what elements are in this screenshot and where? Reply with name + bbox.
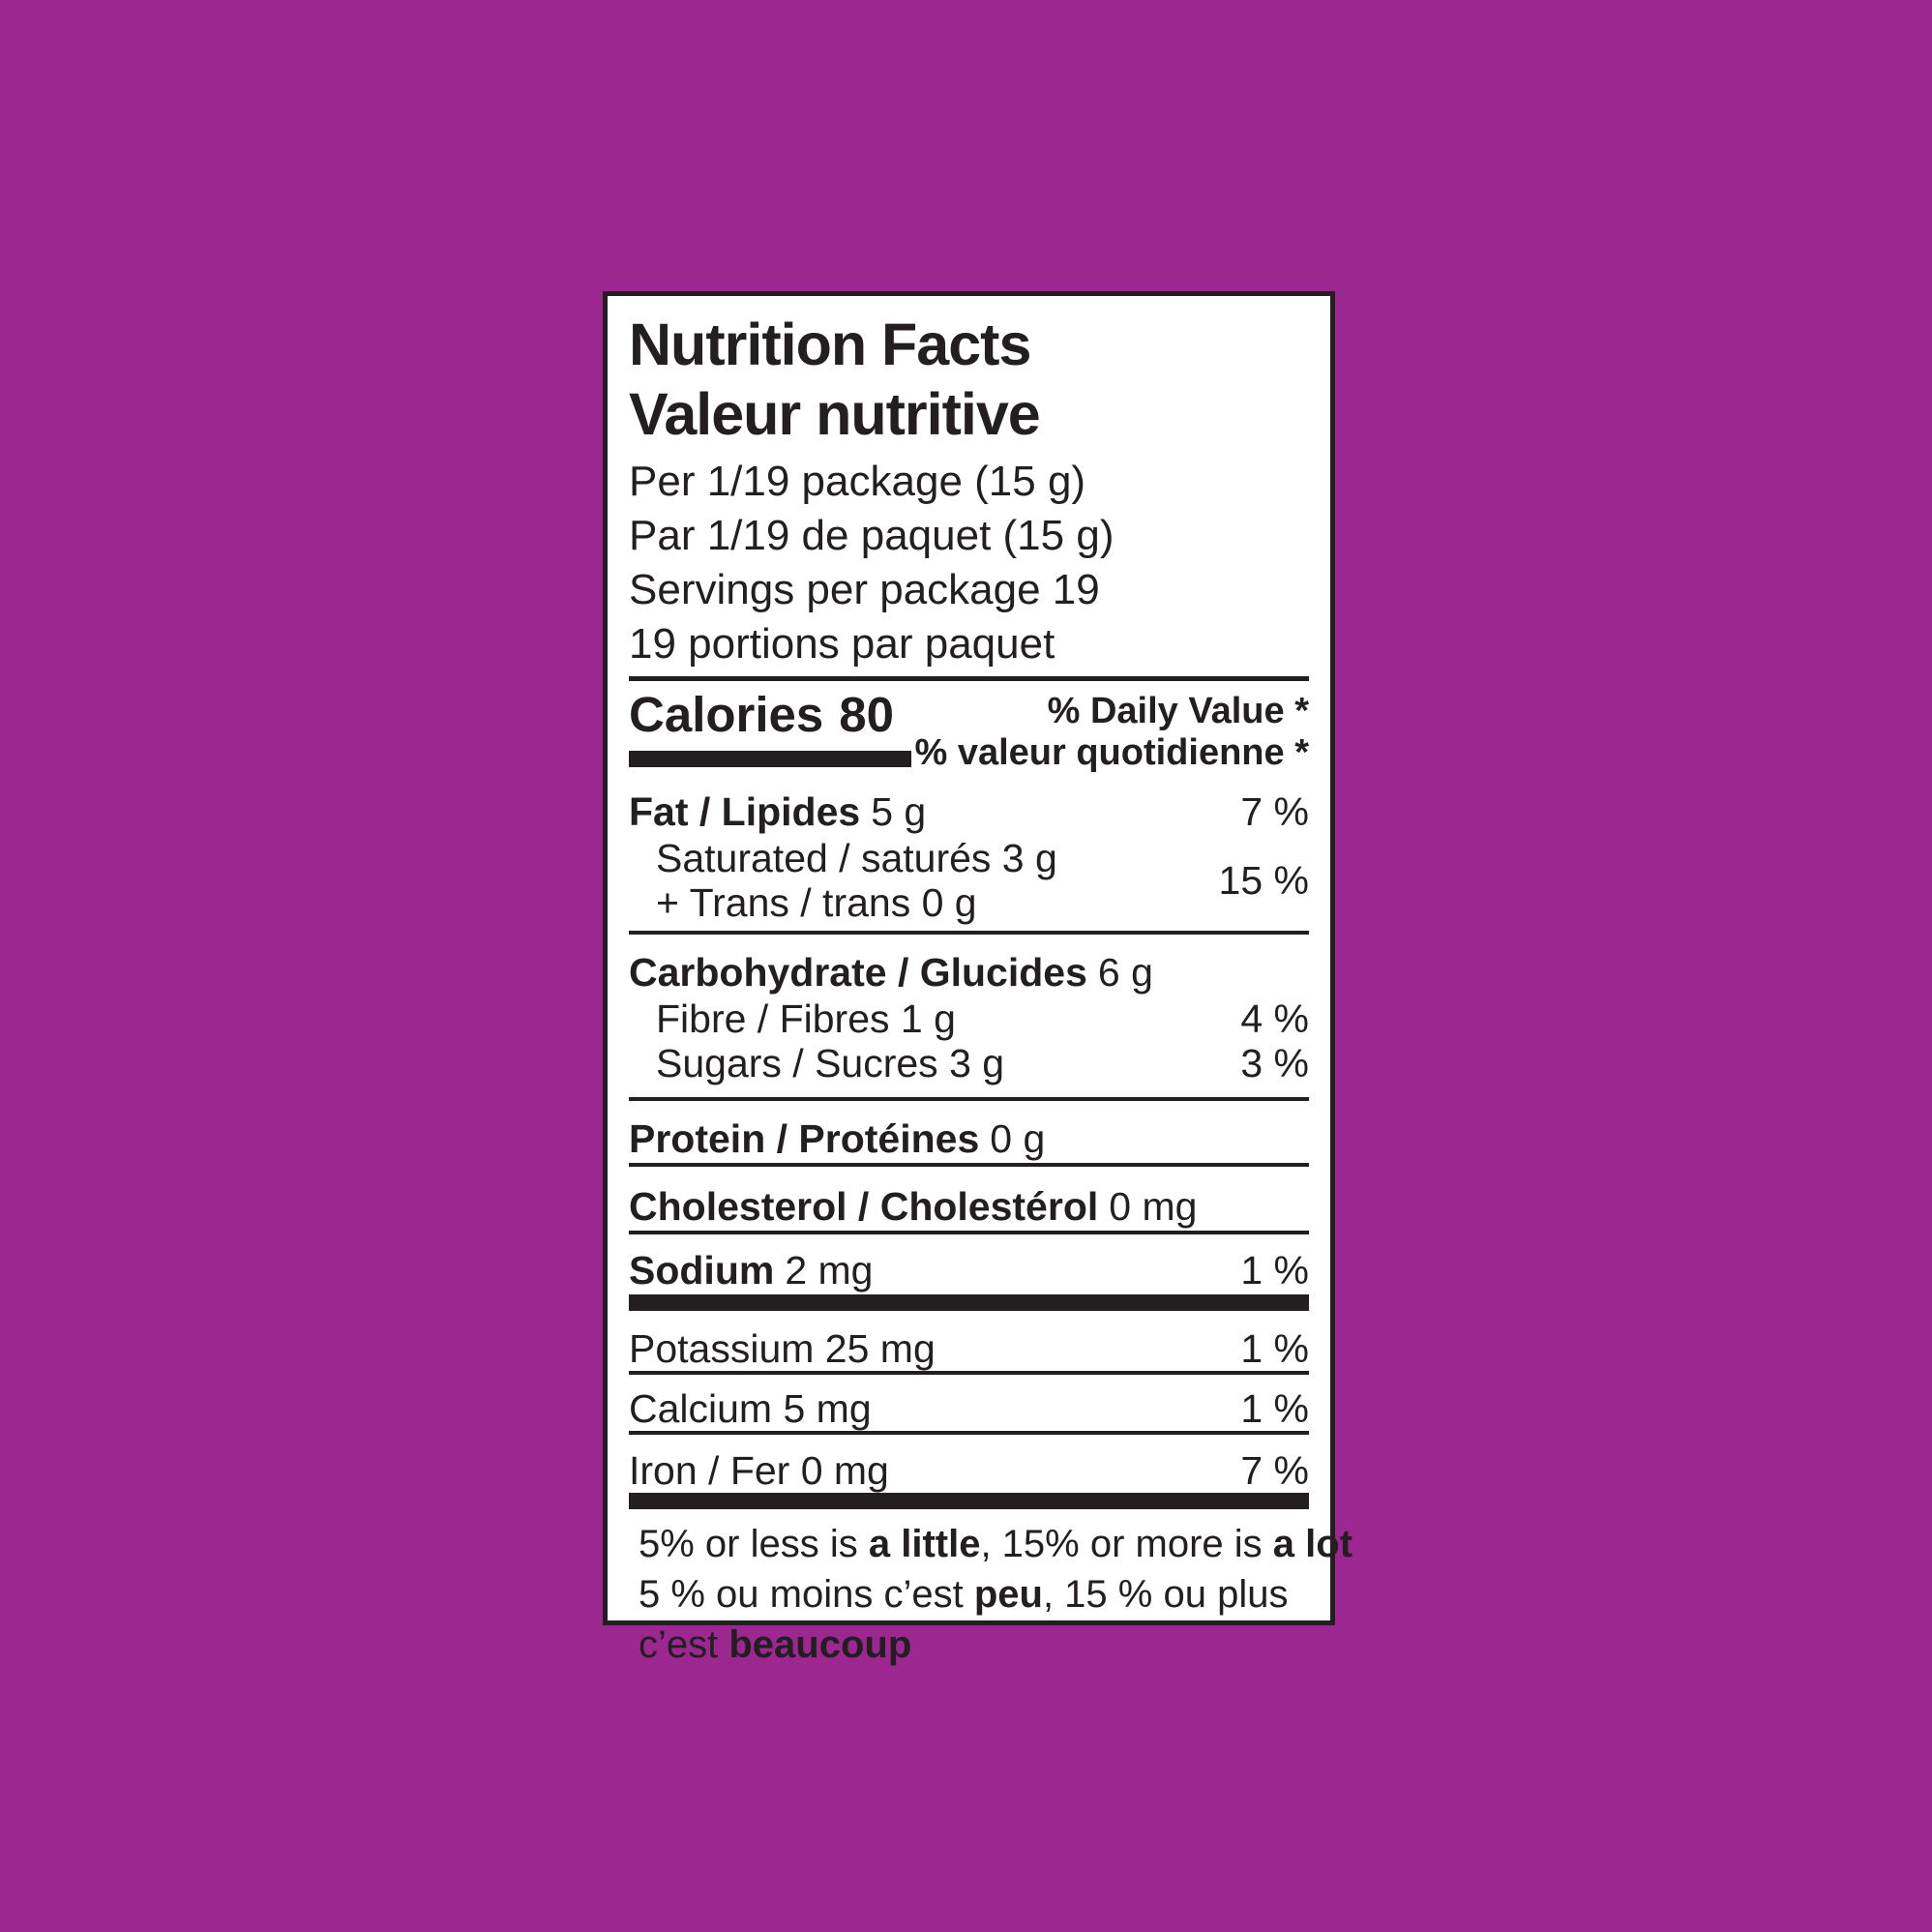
- nutrition-facts-label: Nutrition Facts Valeur nutritive Per 1/1…: [603, 291, 1352, 1665]
- row-fibre: Fibre / Fibres 1 g 4 %: [629, 996, 1309, 1041]
- saturated-trans-lines: Saturated / saturés 3 g + Trans / trans …: [629, 836, 1057, 925]
- title-english: Nutrition Facts: [629, 312, 1031, 377]
- footnote-french-line2: c’est beaucoup: [639, 1623, 912, 1666]
- iron-label: Iron / Fer 0 mg: [629, 1448, 889, 1493]
- row-calcium: Calcium 5 mg 1 %: [629, 1386, 1309, 1431]
- divider-top: [629, 676, 1309, 681]
- divider-thick-after-iron: [629, 1493, 1309, 1509]
- row-saturated-trans: Saturated / saturés 3 g + Trans / trans …: [629, 836, 1309, 925]
- divider-after-carbohydrate: [629, 1097, 1309, 1101]
- serving-size-en: Per 1/19 package (15 g): [629, 458, 1086, 505]
- divider-after-fat: [629, 931, 1309, 935]
- saturated-fat-label: Saturated / saturés 3 g: [656, 836, 1057, 880]
- fibre-daily-value: 4 %: [1240, 996, 1309, 1041]
- fat-daily-value: 7 %: [1240, 789, 1309, 834]
- footnote: 5% or less is a little, 15% or more is a…: [629, 1523, 1353, 1666]
- calories-value: 80: [839, 687, 894, 742]
- trans-fat-label: + Trans / trans 0 g: [656, 880, 977, 925]
- row-fat: Fat / Lipides 5 g 7 %: [629, 788, 1309, 836]
- divider-after-cholesterol: [629, 1231, 1309, 1234]
- servings-per-package-fr: 19 portions par paquet: [629, 620, 1055, 668]
- title-french: Valeur nutritive: [629, 381, 1041, 447]
- calories-block: Calories 80: [629, 687, 911, 767]
- footnote-english: 5% or less is a little, 15% or more is a…: [639, 1523, 1353, 1565]
- calories-text: Calories: [629, 687, 824, 742]
- sodium-daily-value: 1 %: [1240, 1248, 1309, 1293]
- protein-label: Protein / Protéines 0 g: [629, 1116, 1046, 1161]
- sugars-daily-value: 3 %: [1240, 1041, 1309, 1085]
- calories-row: Calories 80 % Daily Value * % valeur quot…: [629, 687, 1309, 774]
- fibre-label: Fibre / Fibres 1 g: [656, 996, 956, 1041]
- potassium-daily-value: 1 %: [1240, 1326, 1309, 1371]
- iron-daily-value: 7 %: [1240, 1448, 1309, 1493]
- sodium-label: Sodium 2 mg: [629, 1248, 874, 1293]
- row-cholesterol: Cholesterol / Cholestérol 0 mg: [629, 1182, 1309, 1231]
- row-carbohydrate: Carbohydrate / Glucides 6 g: [629, 948, 1309, 996]
- daily-value-header-en: % Daily Value *: [1047, 691, 1309, 731]
- daily-value-header-fr: % valeur quotidienne *: [914, 732, 1309, 773]
- saturated-trans-daily-value: 15 %: [1218, 858, 1309, 903]
- row-sodium: Sodium 2 mg 1 %: [629, 1246, 1309, 1294]
- calcium-daily-value: 1 %: [1240, 1386, 1309, 1431]
- sugars-label: Sugars / Sucres 3 g: [656, 1041, 1005, 1085]
- row-protein: Protein / Protéines 0 g: [629, 1115, 1309, 1163]
- divider-thick-after-sodium: [629, 1294, 1309, 1311]
- divider-after-protein: [629, 1163, 1309, 1167]
- serving-info: Per 1/19 package (15 g) Par 1/19 de paqu…: [629, 455, 1309, 671]
- cholesterol-label: Cholesterol / Cholestérol 0 mg: [629, 1184, 1198, 1229]
- calories-underline-bar: [629, 751, 911, 767]
- row-sugars: Sugars / Sucres 3 g 3 %: [629, 1041, 1309, 1085]
- calcium-label: Calcium 5 mg: [629, 1386, 872, 1431]
- servings-per-package-en: Servings per package 19: [629, 566, 1100, 613]
- potassium-label: Potassium 25 mg: [629, 1326, 936, 1371]
- calories-label: Calories 80: [629, 687, 911, 743]
- serving-size-fr: Par 1/19 de paquet (15 g): [629, 512, 1115, 559]
- divider-after-calcium: [629, 1431, 1309, 1435]
- carbohydrate-label: Carbohydrate / Glucides 6 g: [629, 950, 1153, 995]
- daily-value-header: % Daily Value * % valeur quotidienne *: [914, 691, 1309, 774]
- footnote-french-line1: 5 % ou moins c’est peu, 15 % ou plus: [639, 1573, 1289, 1616]
- row-potassium: Potassium 25 mg 1 %: [629, 1326, 1309, 1371]
- divider-after-potassium: [629, 1371, 1309, 1375]
- row-iron: Iron / Fer 0 mg 7 %: [629, 1448, 1309, 1493]
- fat-label: Fat / Lipides 5 g: [629, 789, 927, 834]
